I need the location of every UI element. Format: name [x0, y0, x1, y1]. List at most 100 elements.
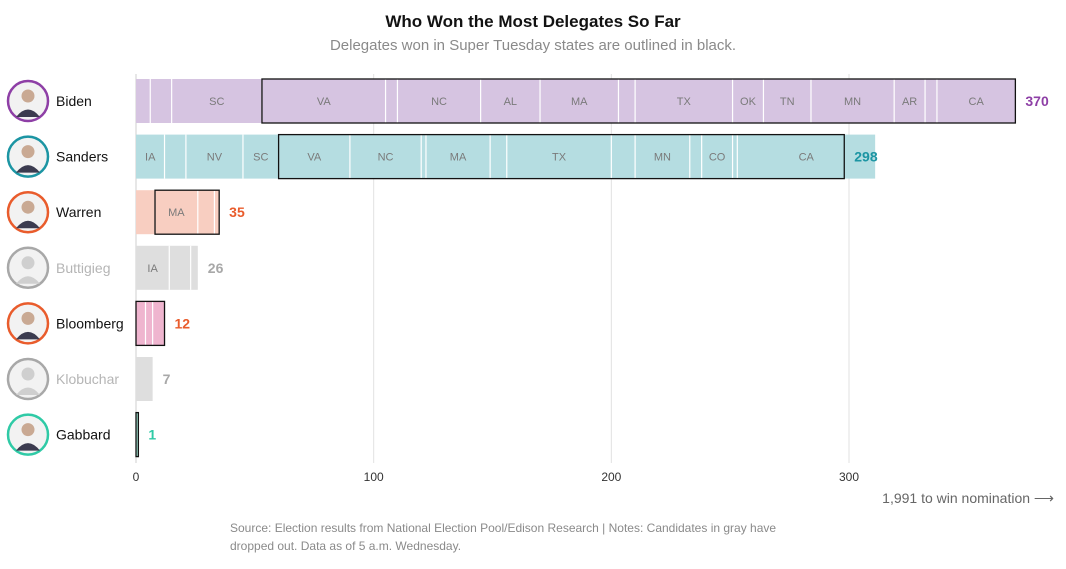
avatar-head-icon — [21, 367, 35, 381]
bar-segment — [155, 190, 198, 235]
bar-segment — [480, 79, 541, 123]
state-label: MN — [654, 152, 671, 164]
delegate-total-label: 7 — [163, 371, 171, 387]
bar-segment — [136, 79, 151, 123]
candidate-name: Klobuchar — [56, 371, 119, 387]
bar-segment — [190, 245, 198, 290]
bar-segment — [810, 79, 895, 123]
avatar-body-icon — [16, 165, 40, 173]
bar-segment — [136, 412, 139, 457]
bar-segment — [701, 134, 733, 179]
candidate-name: Sanders — [56, 149, 108, 165]
state-label: CO — [709, 152, 726, 164]
bar-segment — [421, 134, 426, 179]
bar-segment — [936, 79, 1016, 123]
super-tuesday-outline — [261, 78, 1017, 124]
bar-segment — [397, 79, 481, 123]
avatar-head-icon — [21, 200, 35, 214]
chart-subtitle: Delegates won in Super Tuesday states ar… — [329, 37, 737, 54]
delegate-total-label: 370 — [1025, 93, 1049, 109]
avatar-head-icon — [21, 256, 35, 270]
bar-segment — [611, 134, 636, 179]
bar-segment — [425, 134, 491, 179]
x-tick-label: 200 — [601, 470, 621, 484]
bar-segment — [894, 79, 926, 123]
bar-segment — [152, 301, 165, 346]
state-label: AR — [902, 96, 917, 108]
x-tick-label: 0 — [133, 470, 140, 484]
bar-segment — [214, 190, 220, 235]
bar-segment — [732, 134, 738, 179]
x-tick-label: 100 — [364, 470, 384, 484]
bar-segment — [349, 134, 422, 179]
super-tuesday-outline — [154, 189, 220, 235]
bar-segment — [261, 79, 386, 123]
avatar-body-icon — [16, 276, 40, 284]
bar-segment — [635, 134, 690, 179]
candidate-name: Biden — [56, 93, 92, 109]
state-label: SC — [209, 96, 224, 108]
state-label: CA — [969, 96, 985, 108]
bar-segment — [136, 190, 156, 235]
bar-segment — [925, 79, 937, 123]
bar-segment — [136, 357, 153, 401]
delegate-total-label: 12 — [175, 315, 191, 331]
bar-segment — [185, 134, 243, 179]
candidate-name: Warren — [56, 204, 101, 220]
bar-segment — [732, 79, 764, 123]
bar-segment — [737, 134, 876, 179]
state-label: TN — [780, 96, 795, 108]
state-label: MA — [450, 152, 467, 164]
state-label: VA — [317, 96, 332, 108]
bar-segment — [385, 79, 398, 123]
state-label: NC — [378, 152, 394, 164]
avatar-body-icon — [16, 220, 40, 229]
state-label: MA — [168, 207, 185, 219]
avatar-head-icon — [21, 311, 35, 325]
bar-segment — [197, 190, 215, 235]
avatar-body-icon — [16, 387, 40, 395]
bar-segment — [278, 134, 350, 179]
bar-segment — [169, 245, 191, 290]
state-label: VA — [307, 152, 322, 164]
bar-segment — [164, 134, 186, 179]
state-label: SC — [253, 152, 268, 164]
x-tick-label: 300 — [839, 470, 859, 484]
bar-segment — [763, 79, 811, 123]
chart-title: Who Won the Most Delegates So Far — [385, 12, 681, 31]
super-tuesday-outline — [135, 300, 166, 347]
bar-segment — [635, 79, 733, 123]
avatar-head-icon — [21, 89, 35, 103]
bar-segment — [242, 134, 279, 179]
delegate-total-label: 298 — [854, 149, 878, 165]
avatar-body-icon — [16, 443, 40, 451]
candidate-name: Buttigieg — [56, 260, 110, 276]
nomination-annotation: 1,991 to win nomination ⟶ — [882, 490, 1054, 506]
delegate-total-label: 1 — [148, 427, 156, 443]
bar-segment — [145, 301, 153, 346]
avatar-body-icon — [16, 109, 40, 117]
state-label: OK — [740, 96, 757, 108]
state-label: MA — [571, 96, 588, 108]
delegate-total-label: 35 — [229, 204, 245, 220]
avatar-head-icon — [21, 423, 35, 437]
candidate-name: Gabbard — [56, 427, 110, 443]
candidate-name: Bloomberg — [56, 315, 124, 331]
super-tuesday-outline — [135, 411, 140, 458]
state-label: IA — [145, 152, 156, 164]
bar-segment — [506, 134, 612, 179]
bar-segment — [540, 79, 619, 123]
bar-segment — [618, 79, 636, 123]
delegate-total-label: 26 — [208, 260, 224, 276]
state-label: NV — [207, 152, 223, 164]
state-label: AL — [504, 96, 517, 108]
bar-segment — [136, 301, 146, 346]
state-label: TX — [677, 96, 692, 108]
state-label: CA — [799, 152, 815, 164]
bar-segment — [490, 134, 507, 179]
state-label: IA — [147, 263, 158, 275]
super-tuesday-outline — [277, 133, 845, 180]
state-label: NC — [431, 96, 447, 108]
bar-segment — [150, 79, 172, 123]
